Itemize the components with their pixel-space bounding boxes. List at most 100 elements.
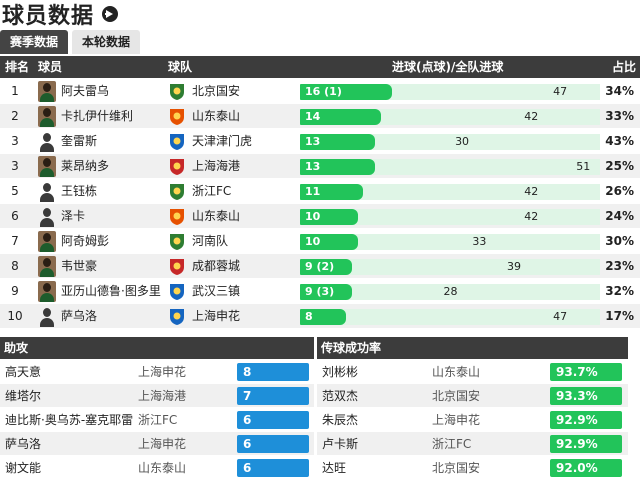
player-name-link[interactable]: 迪比斯·奥乌苏-塞克耶雷: [5, 413, 134, 427]
team-goals-label: 33: [472, 235, 487, 248]
table-row[interactable]: 3 奎雷斯 天津津门虎 30 13 43%: [0, 129, 640, 154]
player-name-link[interactable]: 卢卡斯: [322, 437, 359, 451]
avatar-head: [43, 108, 51, 117]
team-goals-label: 42: [524, 185, 539, 198]
tab-round-stats[interactable]: 本轮数据: [72, 30, 141, 54]
team-name-link[interactable]: 上海申花: [192, 309, 241, 323]
team-goals-bar: 47 16 (1): [300, 84, 600, 100]
column-player: 球员: [38, 60, 63, 74]
list-item[interactable]: 刘彬彬 山东泰山 93.7%: [317, 360, 628, 384]
player-name-link[interactable]: 范双杰: [322, 389, 359, 403]
team-crest-icon: [170, 309, 184, 325]
avatar-body: [40, 243, 54, 252]
team-name-link[interactable]: 成都蓉城: [192, 259, 241, 273]
player-name-link[interactable]: 谢文能: [5, 461, 42, 475]
player-name-link[interactable]: 阿夫雷乌: [61, 84, 110, 98]
player-avatar: [38, 81, 56, 102]
team-name: 上海申花: [138, 437, 187, 451]
player-name-link[interactable]: 卡扎伊什维利: [61, 109, 134, 123]
table-row[interactable]: 3 莱昂纳多 上海海港 51 13 25%: [0, 154, 640, 179]
list-item[interactable]: 谢文能 山东泰山 6: [0, 456, 314, 480]
player-name-link[interactable]: 刘彬彬: [322, 365, 359, 379]
stat-value: 92.9%: [550, 411, 622, 429]
column-team: 球队: [168, 60, 193, 74]
rank-cell: 9: [11, 284, 19, 298]
tab-season-stats[interactable]: 赛季数据: [0, 30, 69, 54]
table-row[interactable]: 8 韦世豪 成都蓉城 39 9 (2) 23%: [0, 254, 640, 279]
team-goals-label: 42: [524, 210, 539, 223]
rank-cell: 5: [11, 184, 19, 198]
team-goals-bar: 39 9 (2): [300, 259, 600, 275]
goal-share: 17%: [605, 309, 634, 323]
list-item[interactable]: 迪比斯·奥乌苏-塞克耶雷 浙江FC 6: [0, 408, 314, 432]
player-avatar: [38, 306, 56, 327]
avatar-head: [43, 183, 51, 192]
table-row[interactable]: 6 泽卡 山东泰山 42 10 24%: [0, 204, 640, 229]
player-name-link[interactable]: 奎雷斯: [61, 134, 98, 148]
stat-value: 7: [237, 387, 309, 405]
player-goals-bar: 13: [300, 159, 375, 175]
player-name-link[interactable]: 泽卡: [61, 209, 86, 223]
player-name-link[interactable]: 高天意: [5, 365, 42, 379]
list-item[interactable]: 范双杰 北京国安 93.3%: [317, 384, 628, 408]
table-row[interactable]: 9 亚历山德鲁·图多里 武汉三镇 28 9 (3) 32%: [0, 279, 640, 304]
player-goals-bar: 16 (1): [300, 84, 393, 100]
team-goals-label: 47: [553, 310, 568, 323]
rank-cell: 1: [11, 84, 19, 98]
player-name-link[interactable]: 王钰栋: [61, 184, 98, 198]
player-goals-label: 8: [305, 310, 313, 323]
table-row[interactable]: 1 阿夫雷乌 北京国安 47 16 (1) 34%: [0, 79, 640, 104]
team-name: 上海申花: [138, 365, 187, 379]
team-name-link[interactable]: 上海海港: [192, 159, 241, 173]
team-name-link[interactable]: 河南队: [192, 234, 229, 248]
team-name-link[interactable]: 北京国安: [192, 84, 241, 98]
team-name: 山东泰山: [138, 461, 187, 475]
team-name-link[interactable]: 天津津门虎: [192, 134, 253, 148]
player-goals-label: 16 (1): [305, 85, 342, 98]
table-row[interactable]: 5 王钰栋 浙江FC 42 11 26%: [0, 179, 640, 204]
list-item[interactable]: 高天意 上海申花 8: [0, 360, 314, 384]
goal-share: 33%: [605, 109, 634, 123]
player-name-link[interactable]: 莱昂纳多: [61, 159, 110, 173]
rank-cell: 3: [11, 134, 19, 148]
player-name-link[interactable]: 朱辰杰: [322, 413, 359, 427]
scorers-table-body: 1 阿夫雷乌 北京国安 47 16 (1) 34% 2 卡扎伊什维利 山东泰山 42 14 33% 3 奎…: [0, 79, 640, 329]
avatar-head: [43, 308, 51, 317]
arrow-right-icon[interactable]: [102, 6, 119, 22]
player-goals-bar: 9 (2): [300, 259, 352, 275]
team-name: 北京国安: [432, 389, 481, 403]
team-goals-label: 39: [507, 260, 521, 273]
table-row[interactable]: 2 卡扎伊什维利 山东泰山 42 14 33%: [0, 104, 640, 129]
player-name-link[interactable]: 韦世豪: [61, 259, 98, 273]
title-row: 球员数据: [0, 0, 119, 29]
team-name-link[interactable]: 山东泰山: [192, 109, 241, 123]
table-row[interactable]: 10 萨乌洛 上海申花 47 8 17%: [0, 304, 640, 329]
avatar-body: [40, 143, 54, 152]
player-avatar: [38, 231, 56, 252]
avatar-body: [40, 268, 54, 277]
team-name-link[interactable]: 山东泰山: [192, 209, 241, 223]
avatar-head: [43, 133, 51, 142]
list-item[interactable]: 朱辰杰 上海申花 92.9%: [317, 408, 628, 432]
team-crest-icon: [170, 259, 184, 275]
player-name-link[interactable]: 达旺: [322, 461, 347, 475]
player-name-link[interactable]: 萨乌洛: [5, 437, 42, 451]
team-goals-label: 30: [455, 135, 470, 148]
goal-share: 25%: [605, 159, 634, 173]
table-row[interactable]: 7 阿奇姆彭 河南队 33 10 30%: [0, 229, 640, 254]
team-goals-bar: 28 9 (3): [300, 284, 600, 300]
player-goals-bar: 14: [300, 109, 381, 125]
list-item[interactable]: 萨乌洛 上海申花 6: [0, 432, 314, 456]
team-goals-label: 28: [443, 285, 458, 298]
player-goals-bar: 10: [300, 209, 358, 225]
player-name-link[interactable]: 维塔尔: [5, 389, 42, 403]
list-item[interactable]: 维塔尔 上海海港 7: [0, 384, 314, 408]
list-item[interactable]: 卢卡斯 浙江FC 92.9%: [317, 432, 628, 456]
player-name-link[interactable]: 亚历山德鲁·图多里: [61, 284, 161, 298]
team-name-link[interactable]: 浙江FC: [192, 184, 232, 198]
player-name-link[interactable]: 萨乌洛: [61, 309, 98, 323]
list-item[interactable]: 达旺 北京国安 92.0%: [317, 456, 628, 480]
stat-value: 6: [237, 435, 309, 453]
team-name-link[interactable]: 武汉三镇: [192, 284, 241, 298]
player-name-link[interactable]: 阿奇姆彭: [61, 234, 110, 248]
